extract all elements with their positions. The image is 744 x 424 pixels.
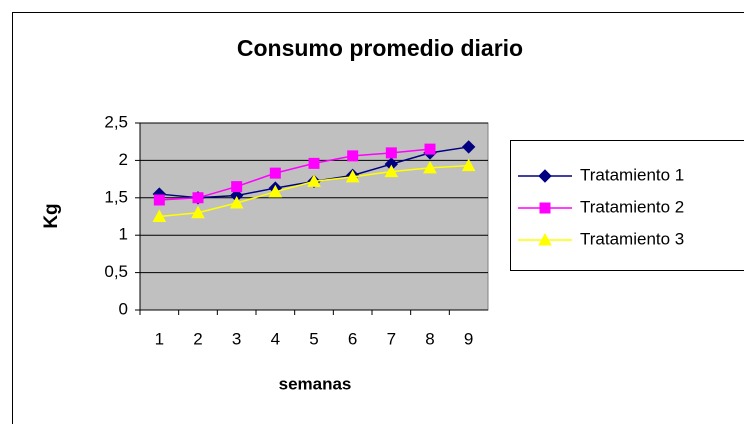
legend-label: Tratamiento 3 — [580, 229, 684, 248]
y-tick-label: 2,5 — [104, 112, 128, 131]
x-tick-label: 9 — [464, 329, 473, 348]
data-point — [308, 157, 320, 169]
y-tick-label: 1 — [119, 225, 128, 244]
data-point — [152, 209, 167, 222]
legend-marker — [538, 232, 552, 246]
x-tick-label: 2 — [193, 329, 202, 348]
data-point — [191, 205, 205, 219]
legend-label: Tratamiento 2 — [580, 197, 684, 216]
y-tick-label: 1,5 — [104, 187, 128, 206]
data-point — [423, 160, 437, 174]
x-tick-label: 8 — [425, 329, 434, 348]
x-tick-label: 6 — [348, 329, 357, 348]
data-point — [268, 184, 283, 198]
x-tick-label: 1 — [155, 329, 164, 348]
data-point — [345, 169, 360, 183]
x-tick-label: 3 — [232, 329, 241, 348]
data-point — [192, 192, 204, 204]
y-axis-label: Kg — [41, 203, 62, 228]
x-tick-label: 4 — [271, 329, 280, 348]
data-point — [384, 164, 399, 178]
data-point — [385, 147, 397, 159]
legend-marker — [538, 169, 552, 183]
series-line — [159, 148, 431, 201]
x-axis-label: semanas — [279, 374, 352, 393]
legend-marker — [539, 202, 551, 214]
data-point — [461, 140, 476, 154]
data-point — [307, 174, 321, 187]
data-point — [347, 150, 359, 162]
y-tick-label: 0 — [119, 299, 128, 318]
data-point — [153, 194, 165, 206]
legend-label: Tratamiento 1 — [580, 165, 684, 184]
data-point — [269, 167, 281, 179]
data-point — [461, 158, 476, 172]
x-tick-label: 5 — [309, 329, 318, 348]
x-tick-label: 7 — [387, 329, 396, 348]
chart-title: Consumo promedio diario — [237, 35, 523, 61]
y-tick-label: 0,5 — [104, 262, 128, 281]
data-point — [229, 195, 244, 209]
data-point — [424, 143, 436, 155]
y-tick-label: 2 — [119, 150, 128, 169]
data-point — [231, 181, 243, 193]
